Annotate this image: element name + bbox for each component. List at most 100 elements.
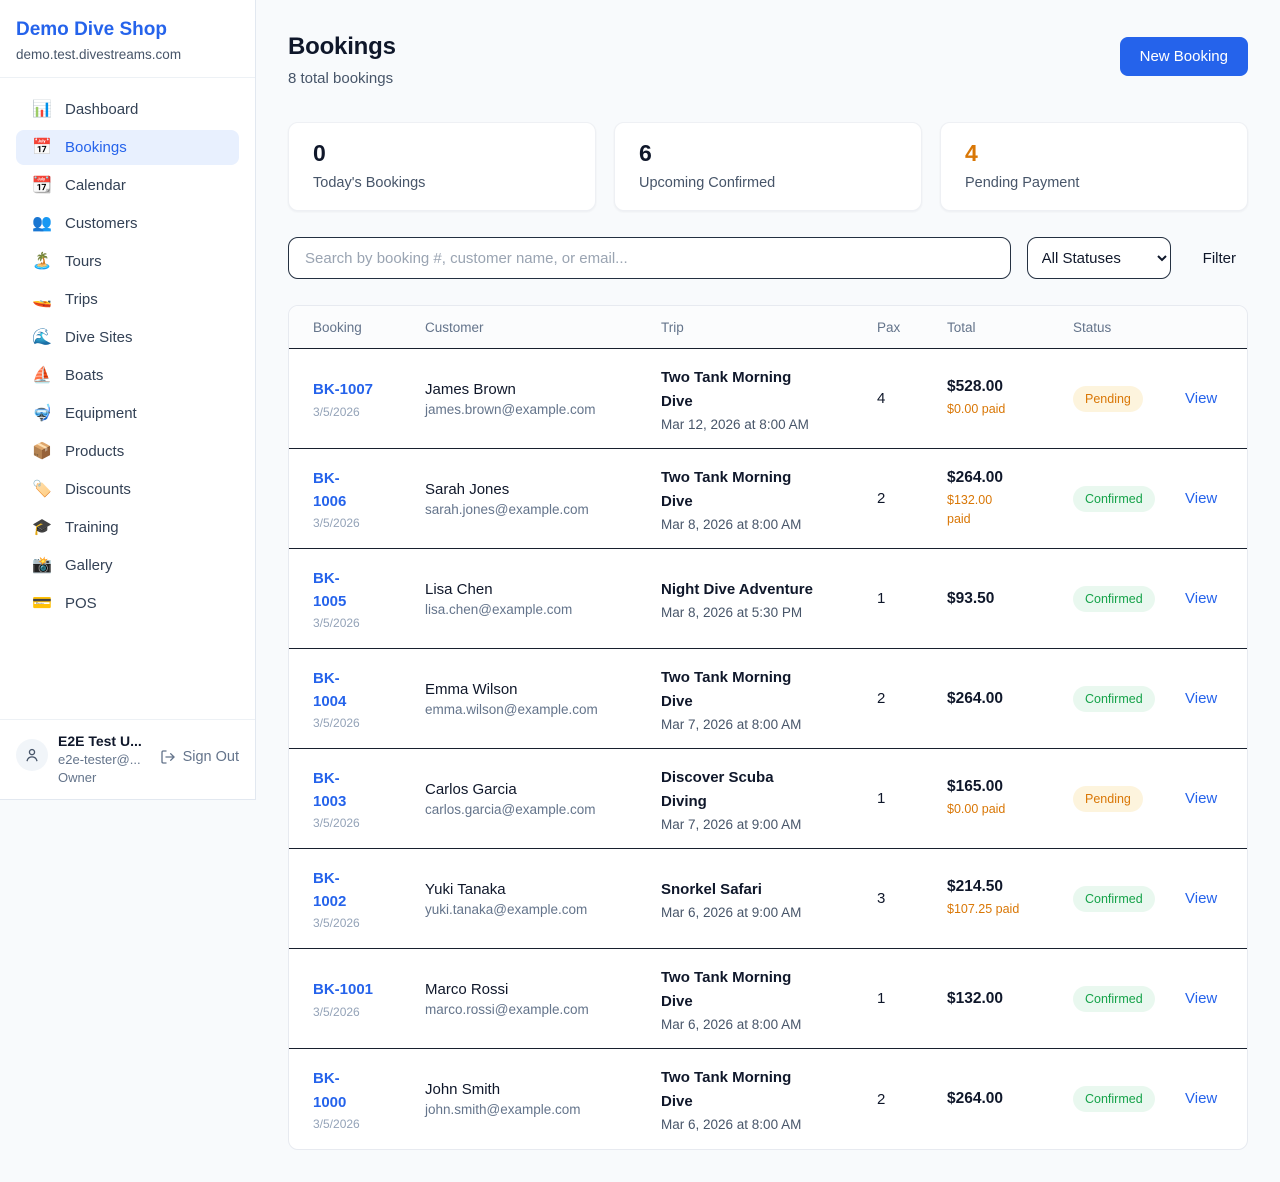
trip-datetime: Mar 6, 2026 at 8:00 AM [661, 1117, 802, 1132]
sidebar-item-equipment[interactable]: 🤿 Equipment [16, 396, 239, 431]
table-row: BK-1002 3/5/2026 Yuki Tanaka yuki.tanaka… [289, 849, 1247, 949]
customer-cell: Yuki Tanaka yuki.tanaka@example.com [425, 881, 661, 917]
table-row: BK-1004 3/5/2026 Emma Wilson emma.wilson… [289, 649, 1247, 749]
view-link[interactable]: View [1185, 589, 1218, 607]
column-header-total: Total [947, 319, 976, 335]
sidebar-item-bookings[interactable]: 📅 Bookings [16, 130, 239, 165]
total-amount: $214.50 [947, 878, 1004, 896]
trip-cell: Two Tank Morning Dive Mar 6, 2026 at 8:0… [661, 1066, 877, 1132]
sidebar-item-trips[interactable]: 🚤 Trips [16, 282, 239, 317]
search-input[interactable] [288, 237, 1011, 279]
trip-cell: Two Tank Morning Dive Mar 6, 2026 at 8:0… [661, 966, 877, 1032]
sidebar-item-dive-sites[interactable]: 🌊 Dive Sites [16, 320, 239, 355]
trip-cell: Two Tank Morning Dive Mar 12, 2026 at 8:… [661, 366, 877, 432]
view-link[interactable]: View [1185, 489, 1218, 507]
trip-datetime: Mar 6, 2026 at 8:00 AM [661, 1016, 802, 1032]
booking-cell: BK-1007 3/5/2026 [313, 378, 425, 418]
trip-cell: Discover Scuba Diving Mar 7, 2026 at 9:0… [661, 766, 877, 832]
sign-out-button[interactable]: Sign Out [160, 749, 239, 765]
trip-name: Two Tank Morning Dive [661, 1069, 792, 1110]
total-cell: $165.00 $0.00 paid [947, 778, 1073, 819]
view-link[interactable]: View [1185, 689, 1218, 707]
sidebar-item-label: Dashboard [65, 101, 139, 118]
booking-date: 3/5/2026 [313, 916, 360, 931]
trip-cell: Two Tank Morning Dive Mar 7, 2026 at 8:0… [661, 666, 877, 732]
booking-link[interactable]: BK-1006 [313, 469, 347, 510]
customers-icon: 👥 [32, 214, 52, 232]
customer-cell: Sarah Jones sarah.jones@example.com [425, 481, 661, 517]
sidebar-item-boats[interactable]: ⛵ Boats [16, 358, 239, 393]
total-amount: $132.00 [947, 989, 1004, 1007]
sidebar-item-customers[interactable]: 👥 Customers [16, 206, 239, 241]
status-badge: Confirmed [1073, 985, 1155, 1012]
booking-date: 3/5/2026 [313, 716, 360, 731]
sidebar-user-section: E2E Test U... e2e-tester@... Owner Sign … [0, 719, 255, 799]
booking-link[interactable]: BK-1002 [313, 869, 347, 910]
sidebar-item-calendar[interactable]: 📆 Calendar [16, 168, 239, 203]
booking-link[interactable]: BK-1004 [313, 669, 347, 710]
new-booking-button[interactable]: New Booking [1119, 37, 1248, 76]
customer-email: lisa.chen@example.com [425, 601, 573, 617]
booking-link[interactable]: BK-1007 [313, 381, 374, 399]
booking-link[interactable]: BK-1001 [313, 981, 374, 999]
pax-value: 3 [877, 890, 886, 907]
filter-button[interactable]: Filter [1202, 249, 1236, 267]
status-cell: Confirmed [1073, 585, 1185, 612]
page-title: Bookings [288, 33, 396, 60]
customer-name: Lisa Chen [425, 580, 493, 598]
total-amount: $93.50 [947, 589, 995, 607]
customer-email: emma.wilson@example.com [425, 701, 598, 717]
sidebar-item-pos[interactable]: 💳 POS [16, 586, 239, 621]
sidebar-item-label: Tours [65, 253, 102, 270]
view-link[interactable]: View [1185, 1090, 1218, 1107]
sidebar-item-training[interactable]: 🎓 Training [16, 510, 239, 545]
trip-datetime: Mar 7, 2026 at 8:00 AM [661, 716, 802, 732]
sidebar-item-products[interactable]: 📦 Products [16, 434, 239, 469]
status-cell: Pending [1073, 385, 1185, 412]
sidebar-nav: 📊 Dashboard 📅 Bookings 📆 Calendar 👥 Cust… [0, 78, 255, 719]
column-header-status: Status [1073, 319, 1112, 335]
view-link[interactable]: View [1185, 989, 1218, 1007]
total-cell: $264.00 $132.00 paid [947, 469, 1073, 529]
boats-icon: ⛵ [32, 366, 52, 384]
paid-amount: $132.00 paid [947, 492, 993, 526]
status-badge: Pending [1073, 385, 1143, 412]
pax-value: 2 [877, 490, 886, 507]
table-row: BK-1001 3/5/2026 Marco Rossi marco.rossi… [289, 949, 1247, 1049]
sidebar-item-gallery[interactable]: 📸 Gallery [16, 548, 239, 583]
sidebar-item-tours[interactable]: 🏝️ Tours [16, 244, 239, 279]
user-name: E2E Test U... [58, 733, 142, 749]
total-cell: $214.50 $107.25 paid [947, 878, 1073, 919]
page-subtitle: 8 total bookings [288, 70, 394, 87]
view-link[interactable]: View [1185, 389, 1218, 407]
pax-value: 4 [877, 390, 886, 407]
view-link[interactable]: View [1185, 889, 1218, 907]
sidebar-item-discounts[interactable]: 🏷️ Discounts [16, 472, 239, 507]
status-badge: Confirmed [1073, 585, 1155, 612]
total-cell: $264.00 [947, 690, 1073, 708]
stat-label: Today's Bookings [313, 175, 426, 191]
booking-link[interactable]: BK-1000 [313, 1070, 347, 1111]
status-cell: Confirmed [1073, 885, 1185, 912]
booking-date: 3/5/2026 [313, 816, 360, 831]
trip-datetime: Mar 7, 2026 at 9:00 AM [661, 816, 802, 832]
paid-amount: $107.25 paid [947, 902, 1020, 917]
sidebar-item-dashboard[interactable]: 📊 Dashboard [16, 92, 239, 127]
status-filter-select[interactable]: All Statuses [1026, 237, 1171, 279]
trip-cell: Night Dive Adventure Mar 8, 2026 at 5:30… [661, 578, 877, 620]
stat-value: 4 [965, 140, 978, 166]
stat-label: Pending Payment [965, 175, 1080, 191]
dive-sites-icon: 🌊 [32, 328, 52, 346]
booking-link[interactable]: BK-1003 [313, 769, 347, 810]
pax-value: 1 [877, 990, 886, 1007]
view-link[interactable]: View [1185, 789, 1218, 807]
sidebar-item-label: Discounts [65, 481, 131, 498]
booking-link[interactable]: BK-1005 [313, 569, 347, 610]
pax-value: 1 [877, 590, 886, 607]
customer-cell: Marco Rossi marco.rossi@example.com [425, 981, 661, 1017]
filter-bar: All Statuses Filter [288, 237, 1248, 279]
status-badge: Confirmed [1073, 485, 1155, 512]
status-badge: Confirmed [1073, 685, 1155, 712]
total-amount: $528.00 [947, 378, 1004, 396]
booking-cell: BK-1006 3/5/2026 [313, 467, 425, 531]
